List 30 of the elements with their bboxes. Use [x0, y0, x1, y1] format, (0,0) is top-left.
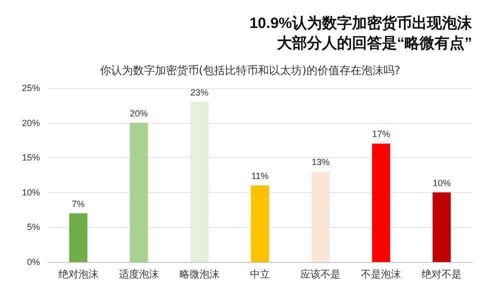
x-tick-label: 中立	[250, 268, 270, 280]
data-label: 23%	[190, 87, 208, 98]
data-label: 7%	[72, 198, 85, 209]
x-tick-label: 适度泡沫	[118, 268, 159, 280]
bar	[69, 213, 88, 262]
y-tick-label: 20%	[22, 118, 40, 128]
x-tick-label: 不是泡沫	[361, 268, 402, 280]
data-label: 11%	[251, 170, 269, 181]
x-tick-label: 绝对泡沫	[58, 268, 98, 280]
y-tick-label: 10%	[22, 187, 40, 198]
chart-title: 你认为数字加密货币(包括比特币和以太坊)的价值存在泡沫吗?	[100, 64, 400, 77]
bar	[190, 102, 209, 262]
y-tick-label: 5%	[26, 222, 40, 232]
data-label: 13%	[312, 157, 330, 168]
bar	[130, 122, 148, 262]
y-tick-label: 15%	[22, 152, 40, 163]
x-tick-label: 绝对不是	[422, 268, 462, 280]
y-tick-label: 25%	[22, 83, 40, 93]
bar	[372, 144, 390, 262]
y-tick-label: 0%	[26, 257, 40, 267]
x-tick-label: 略微泡沫	[179, 268, 220, 280]
data-label: 17%	[372, 129, 390, 140]
data-label: 10%	[432, 178, 451, 188]
data-label: 20%	[130, 108, 148, 118]
x-tick-label: 应该不是	[300, 268, 341, 280]
bar	[311, 172, 330, 262]
bar	[250, 185, 270, 262]
text: 大部分人的回答是“略微有点”	[277, 34, 472, 52]
bar	[432, 192, 451, 262]
text: 10.9%认为数字加密货币出现泡沫	[249, 14, 473, 32]
